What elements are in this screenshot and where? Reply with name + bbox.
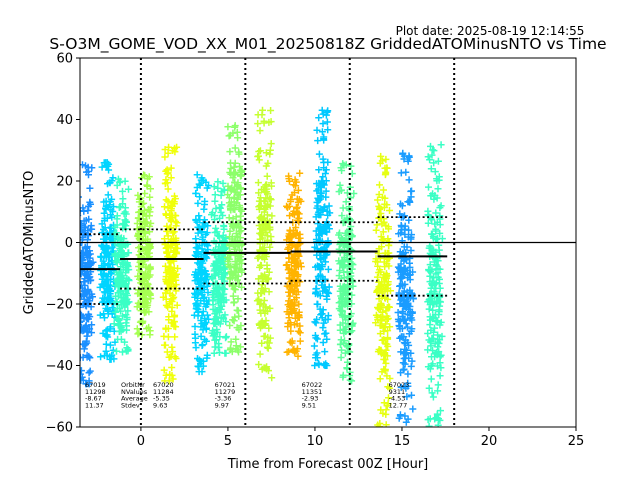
plot-area: [80, 58, 576, 427]
orbit-stat-label-average: Average: [121, 395, 148, 403]
y-tick-label--40: −40: [46, 359, 73, 374]
swath-12: [372, 152, 394, 427]
swath-2: [110, 175, 133, 356]
orbit-67023-average: -4.53: [389, 395, 406, 403]
orbit-stat-label-orbit: OrbitNr: [121, 381, 145, 389]
y-tick-label-0: 0: [65, 236, 73, 251]
swath-6-markers: [208, 178, 230, 357]
orbit-67020-stdev: 9.63: [153, 401, 167, 409]
swath-7-markers: [224, 122, 247, 356]
y-axis-ticks: −60 −40 −20 0 20 40 60: [46, 52, 80, 436]
y-tick-label-40: 40: [56, 113, 73, 128]
swath-9: [282, 169, 305, 360]
orbit-67021-nvalues: 11279: [215, 388, 236, 396]
x-tick-label-15: 15: [394, 434, 411, 449]
orbit-67022-average: -2.93: [302, 395, 319, 403]
orbit-67023-orbit: 67023: [389, 381, 410, 389]
x-tick-label-5: 5: [224, 434, 232, 449]
swath-4-markers: [159, 143, 182, 385]
swath-6: [208, 178, 230, 357]
swath-4: [159, 143, 182, 385]
swath-10: [310, 106, 334, 369]
orbit-67020-orbit: 67020: [153, 381, 174, 389]
swath-14: [424, 141, 446, 427]
y-tick-label--20: −20: [46, 298, 73, 313]
orbit-67023-nvalues: 9311: [389, 388, 406, 396]
orbit-67021-orbit: 67021: [215, 381, 236, 389]
swath-10-markers: [310, 106, 334, 369]
x-axis-label: Time from Forecast 00Z [Hour]: [227, 457, 429, 472]
swath-9-markers: [282, 169, 305, 360]
orbit-67021-average: -3.36: [215, 395, 232, 403]
orbit-67021-stdev: 9.97: [215, 401, 229, 409]
orbit-67022-orbit: 67022: [302, 381, 323, 389]
orbit-67019-average: -8.67: [85, 395, 102, 403]
orbit-67019-stdev: 11.37: [85, 401, 104, 409]
x-tick-label-0: 0: [137, 434, 145, 449]
x-tick-label-25: 25: [568, 434, 585, 449]
orbit-67020-nvalues: 11284: [153, 388, 174, 396]
chart-title: S-O3M_GOME_VOD_XX_M01_20250818Z GriddedA…: [49, 35, 606, 54]
x-tick-label-20: 20: [481, 434, 498, 449]
orbit-67019-nvalues: 11298: [85, 388, 106, 396]
x-axis-ticks: 0 5 10 15 20 25: [137, 427, 585, 449]
plot-date: Plot date: 2025-08-19 12:14:55: [396, 24, 585, 38]
orbit-67020-average: -5.35: [153, 395, 170, 403]
x-tick-label-10: 10: [307, 434, 324, 449]
swath-12-markers: [372, 152, 394, 427]
orbit-67023-stdev: 12.77: [389, 401, 408, 409]
y-tick-label-20: 20: [56, 175, 73, 190]
orbit-67022-nvalues: 11351: [302, 388, 323, 396]
orbit-stats-layer: [80, 216, 448, 305]
swath-14-markers: [424, 141, 446, 427]
y-axis-label: GriddedATOMinusNTO: [22, 171, 37, 315]
orbit-67019-orbit: 67019: [85, 381, 106, 389]
forecast-marker-layer: [139, 58, 456, 427]
swath-7: [224, 122, 247, 356]
orbit-stat-label-stdev: Stdev: [121, 401, 140, 409]
y-tick-label-60: 60: [56, 52, 73, 67]
orbit-67022-stdev: 9.51: [302, 401, 316, 409]
swath-2-markers: [110, 175, 133, 356]
orbit-stat-label-nvalues: NValues: [121, 388, 148, 396]
y-tick-label--60: −60: [46, 421, 73, 436]
